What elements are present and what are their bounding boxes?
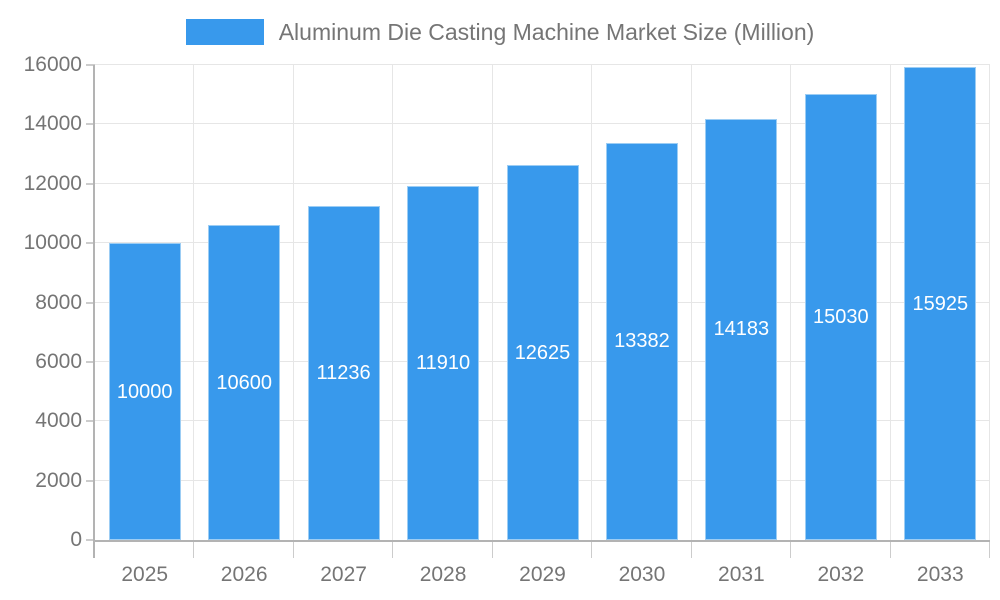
gridline-vertical [889,65,891,540]
y-axis-tick [86,242,95,245]
bar-value-label: 11910 [415,352,471,375]
x-axis-tick [790,540,792,558]
x-axis-label: 2028 [419,563,467,586]
y-axis-label: 10000 [23,231,82,255]
y-axis-tick [86,360,95,363]
x-axis-label: 2027 [320,563,367,586]
gridline-horizontal [95,123,990,125]
x-axis-tick [591,540,593,558]
gridline-vertical [989,65,990,540]
y-axis-label: 16000 [23,53,82,76]
y-axis-label: 12000 [23,171,82,195]
y-axis-label: 8000 [35,290,82,314]
gridline-vertical [193,65,195,540]
x-axis-label: 2030 [618,563,666,586]
legend-swatch [185,19,264,45]
x-axis-tick [392,540,394,558]
y-axis-label: 2000 [35,468,82,492]
bar-value-label: 10600 [216,371,272,394]
x-axis-line [93,540,990,542]
x-axis-tick [491,540,493,558]
bar[interactable] [605,142,678,540]
gridline-vertical [690,65,692,540]
bar[interactable] [904,67,977,540]
gridline-vertical [591,65,593,540]
bar-value-label: 15030 [813,305,869,328]
gridline-vertical [491,65,493,540]
y-axis-line [93,65,95,558]
x-axis-label: 2025 [121,563,169,586]
y-axis-tick [86,479,95,482]
x-axis-tick [889,540,891,558]
y-axis-tick [86,64,95,66]
bar-value-label: 11236 [316,362,371,385]
bar[interactable] [307,206,380,540]
gridline-vertical [292,65,294,540]
gridline-vertical [392,65,394,540]
bar-value-label: 15925 [912,292,969,315]
bar-value-label: 12625 [514,341,571,364]
y-axis-tick [86,539,95,541]
y-axis-tick [86,123,95,126]
y-axis-label: 0 [70,528,82,551]
y-axis-tick [86,420,95,423]
bar-value-label: 10000 [116,380,173,403]
x-axis-label: 2031 [718,563,765,586]
bar-value-label: 14183 [713,318,770,341]
y-axis-label: 14000 [23,112,82,136]
x-axis-tick [989,540,990,558]
legend-label: Aluminum Die Casting Machine Market Size… [278,18,815,45]
x-axis-label: 2029 [519,563,566,586]
x-axis-label: 2032 [817,563,865,586]
bar[interactable] [804,93,877,540]
bar[interactable] [407,186,480,540]
gridline-vertical [790,65,792,540]
bar[interactable] [108,243,181,540]
x-axis-label: 2033 [916,563,964,586]
y-axis-tick [86,182,95,185]
y-axis-tick [86,301,95,304]
x-axis-tick [292,540,294,558]
y-axis-label: 4000 [35,409,82,433]
bar[interactable] [208,225,281,540]
y-axis-label: 6000 [35,349,82,373]
bar[interactable] [705,118,778,540]
chart-legend[interactable]: Aluminum Die Casting Machine Market Size… [0,16,1000,48]
bar-value-label: 13382 [614,330,670,353]
bar[interactable] [506,165,579,540]
x-axis-tick [690,540,692,558]
x-axis-tick [193,540,195,558]
x-axis-label: 2026 [220,563,268,586]
gridline-horizontal [95,64,990,65]
